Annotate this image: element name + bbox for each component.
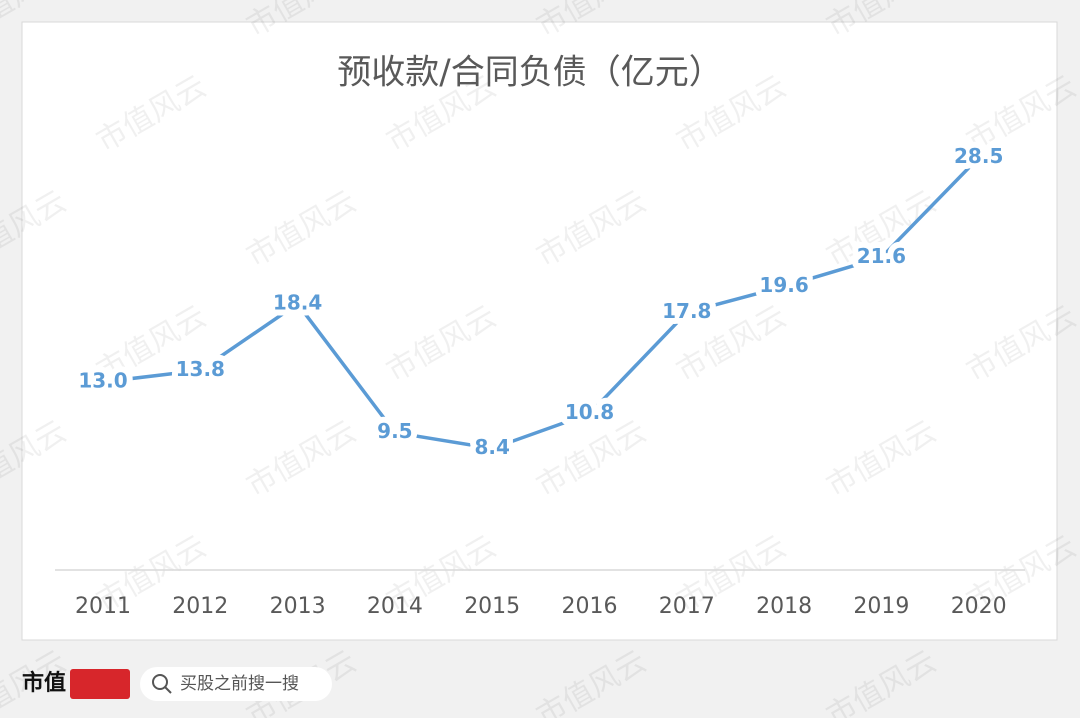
chart-title: 预收款/合同负债（亿元） xyxy=(337,53,722,93)
x-tick-label: 2014 xyxy=(367,594,423,619)
data-label: 17.8 xyxy=(662,299,711,323)
search-box[interactable] xyxy=(140,667,332,701)
data-label: 9.5 xyxy=(377,419,412,443)
data-label: 8.4 xyxy=(474,435,509,459)
search-text[interactable]: 买股之前搜一搜 xyxy=(180,674,299,694)
data-label: 13.0 xyxy=(78,368,127,392)
data-label: 21.6 xyxy=(857,244,906,268)
brand: 市值 xyxy=(22,670,66,696)
data-line xyxy=(102,156,980,451)
x-tick-label: 2015 xyxy=(464,594,520,619)
watermark: 市值风云 xyxy=(821,644,942,718)
x-tick-label: 2012 xyxy=(172,594,228,619)
chart-panel xyxy=(21,21,1058,641)
data-label: 18.4 xyxy=(273,290,322,314)
x-tick-label: 2013 xyxy=(270,594,326,619)
x-tick-label: 2017 xyxy=(659,594,715,619)
data-label: 19.6 xyxy=(759,273,808,297)
brand-logo xyxy=(70,669,130,699)
plot: 2011 2012 2013 2014 2015 2016 2017 2018 2019 2020… xyxy=(72,138,1009,619)
data-label: 10.8 xyxy=(565,400,614,424)
x-tick-label: 2018 xyxy=(756,594,812,619)
x-tick-label: 2016 xyxy=(562,594,618,619)
data-label: 13.8 xyxy=(176,357,225,381)
data-label: 28.5 xyxy=(954,144,1003,168)
search-icon xyxy=(164,686,172,694)
search-icon xyxy=(152,674,168,690)
x-tick-label: 2011 xyxy=(75,594,131,619)
x-tick-label: 2020 xyxy=(951,594,1007,619)
watermark: 市值风云 xyxy=(531,644,652,718)
x-tick-label: 2019 xyxy=(853,594,909,619)
